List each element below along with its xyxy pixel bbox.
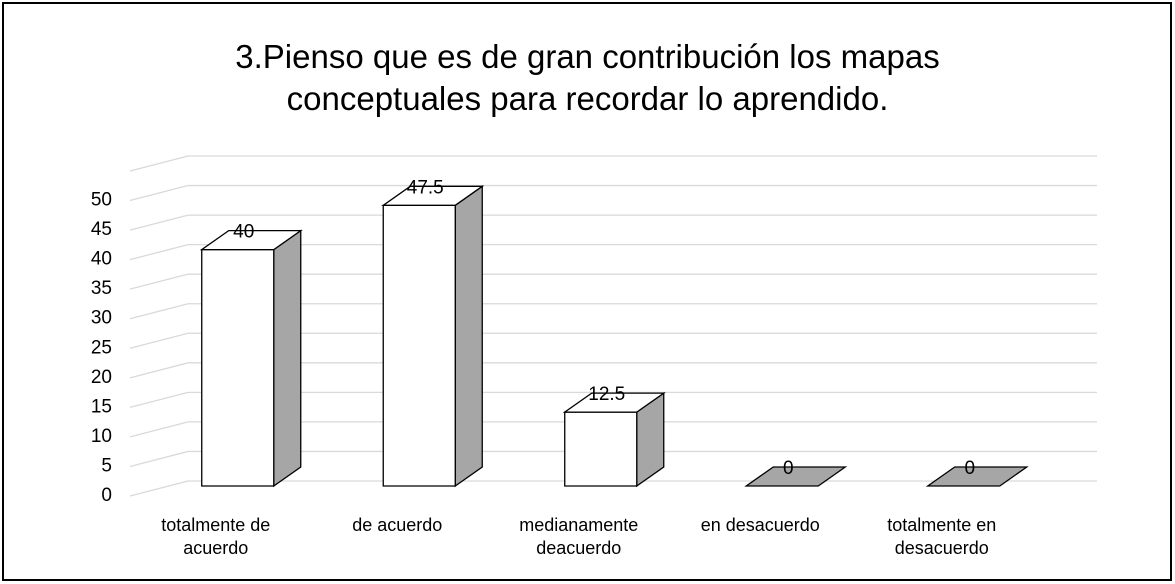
bar: [562, 391, 666, 488]
bar-top: [562, 392, 666, 413]
bar-top: [381, 185, 485, 206]
bar-front: [564, 411, 638, 487]
grid-line: [129, 303, 1097, 320]
bar-top: [744, 466, 848, 487]
data-label: 0: [964, 458, 975, 479]
y-tick-label: 15: [91, 396, 112, 417]
bar-side: [454, 185, 483, 488]
bar-front: [382, 204, 456, 487]
x-tick-label: en desacuerdo: [700, 515, 820, 535]
x-tick-label: medianamente deacuerdo: [519, 515, 639, 558]
y-tick-label: 35: [91, 278, 112, 299]
bar-side: [273, 229, 302, 488]
bar: [744, 466, 848, 487]
y-tick-label: 45: [91, 219, 112, 240]
grid-line: [129, 243, 1097, 261]
x-tick-label: de acuerdo: [352, 515, 443, 535]
y-tick-label: 50: [91, 190, 112, 211]
data-label: 0: [783, 458, 794, 479]
y-tick-label: 30: [91, 308, 112, 329]
grid-line: [129, 214, 1097, 231]
chart-title: 3.Pienso que es de gran contribución los…: [235, 38, 940, 117]
bar-front: [201, 248, 275, 487]
y-tick-label: 5: [101, 455, 112, 476]
grid-line: [129, 421, 1097, 438]
bar-top: [925, 466, 1029, 487]
grid-line: [129, 391, 1097, 408]
y-tick-label: 10: [91, 426, 112, 447]
bar: [381, 185, 485, 488]
data-label: 40: [233, 222, 254, 243]
bar: [199, 229, 303, 488]
x-tick-label: totalmente en desacuerdo: [887, 515, 997, 558]
grid-line: [129, 450, 1097, 468]
bar: [925, 466, 1029, 487]
grid-line: [129, 362, 1097, 379]
grid-line: [129, 155, 1097, 172]
data-label: 47.5: [407, 177, 444, 198]
y-tick-label: 20: [91, 367, 112, 388]
grid-line: [129, 184, 1097, 202]
y-tick-label: 0: [101, 485, 112, 506]
grid-line: [129, 332, 1097, 349]
grid-line: [129, 273, 1097, 290]
y-tick-label: 25: [91, 337, 112, 358]
x-tick-label: totalmente de acuerdo: [161, 515, 271, 558]
data-label: 12.5: [588, 384, 625, 405]
bar-top: [199, 229, 303, 251]
y-tick-label: 40: [91, 249, 112, 270]
